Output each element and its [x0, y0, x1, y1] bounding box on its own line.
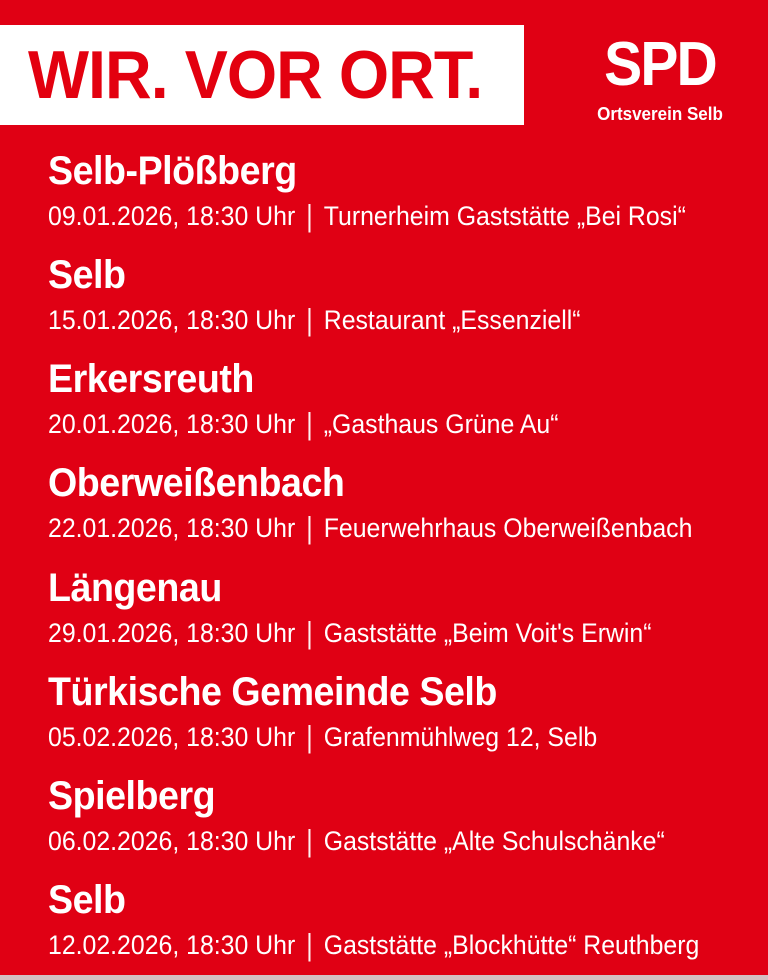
event-datetime: 29.01.2026, 18:30 Uhr — [48, 617, 296, 648]
event-name: Spielberg — [48, 773, 216, 818]
separator: | — [306, 824, 313, 858]
event-venue: „Gasthaus Grüne Au“ — [323, 409, 559, 440]
separator: | — [306, 928, 313, 962]
event-details: 09.01.2026, 18:30 Uhr | Turnerheim Gaststä… — [48, 199, 692, 233]
event-datetime: 20.01.2026, 18:30 Uhr — [48, 409, 296, 440]
event-item: Längenau 29.01.2026, 18:30 Uhr | Gaststätt… — [48, 565, 748, 650]
event-datetime: 12.02.2026, 18:30 Uhr — [48, 930, 296, 961]
event-venue: Grafenmühlweg 12, Selb — [323, 721, 598, 752]
spd-logo-subtitle: Ortsverein Selb — [597, 103, 723, 124]
event-item: Selb-Plößberg 09.01.2026, 18:30 Uhr | Turn… — [48, 149, 748, 233]
event-item: Spielberg 06.02.2026, 18:30 Uhr | Gaststät… — [48, 773, 748, 858]
event-name: Selb — [48, 253, 126, 298]
spd-logo-text: SPD — [604, 30, 718, 99]
event-item: Oberweißenbach 22.01.2026, 18:30 Uhr | Feu… — [48, 461, 748, 546]
event-item: Selb 12.02.2026, 18:30 Uhr | Gaststätte „B… — [48, 878, 748, 962]
separator: | — [306, 511, 313, 546]
event-venue: Gaststätte „Blockhütte“ Reuthberg — [323, 930, 700, 961]
event-datetime: 15.01.2026, 18:30 Uhr — [48, 305, 296, 336]
event-details: 05.02.2026, 18:30 Uhr | Grafenmühlweg 12, … — [48, 719, 692, 754]
event-venue: Gaststätte „Alte Schulschänke“ — [323, 825, 665, 856]
event-name: Oberweißenbach — [48, 461, 345, 506]
event-details: 12.02.2026, 18:30 Uhr | Gaststätte „Blockh… — [48, 928, 699, 962]
separator: | — [306, 615, 313, 650]
event-name: Selb-Plößberg — [48, 149, 297, 193]
event-name: Längenau — [48, 565, 222, 610]
separator: | — [306, 199, 313, 233]
event-datetime: 22.01.2026, 18:30 Uhr — [48, 513, 296, 544]
event-venue: Turnerheim Gaststätte „Bei Rosi“ — [323, 201, 686, 231]
headline: WIR. VOR ORT. — [28, 37, 483, 113]
separator: | — [306, 719, 313, 754]
events-list: Selb-Plößberg 09.01.2026, 18:30 Uhr | Turn… — [48, 150, 748, 980]
event-venue: Restaurant „Essenziell“ — [323, 305, 581, 336]
event-venue: Feuerwehrhaus Oberweißenbach — [323, 513, 693, 544]
event-datetime: 09.01.2026, 18:30 Uhr — [48, 201, 296, 231]
event-item: Türkische Gemeinde Selb 05.02.2026, 18:3… — [48, 669, 748, 754]
event-datetime: 06.02.2026, 18:30 Uhr — [48, 825, 296, 856]
event-venue: Gaststätte „Beim Voit's Erwin“ — [323, 617, 652, 648]
event-details: 29.01.2026, 18:30 Uhr | Gaststätte „Beim V… — [48, 615, 692, 650]
event-item: Selb 15.01.2026, 18:30 Uhr | Restaurant „E… — [48, 253, 748, 337]
spd-logo: SPD Ortsverein Selb — [585, 34, 735, 125]
event-name: Türkische Gemeinde Selb — [48, 669, 497, 714]
event-item: Erkersreuth 20.01.2026, 18:30 Uhr | „Gasth… — [48, 357, 748, 442]
separator: | — [306, 407, 313, 442]
event-datetime: 05.02.2026, 18:30 Uhr — [48, 721, 296, 752]
event-name: Erkersreuth — [48, 357, 254, 402]
event-details: 15.01.2026, 18:30 Uhr | Restaurant „Essenz… — [48, 303, 692, 337]
headline-banner: WIR. VOR ORT. — [0, 25, 524, 125]
bottom-strip — [0, 975, 768, 980]
event-details: 20.01.2026, 18:30 Uhr | „Gasthaus Grüne Au… — [48, 407, 692, 442]
event-details: 22.01.2026, 18:30 Uhr | Feuerwehrhaus Ober… — [48, 511, 693, 546]
separator: | — [306, 303, 313, 337]
event-details: 06.02.2026, 18:30 Uhr | Gaststätte „Alte S… — [48, 824, 692, 858]
event-name: Selb — [48, 878, 126, 923]
